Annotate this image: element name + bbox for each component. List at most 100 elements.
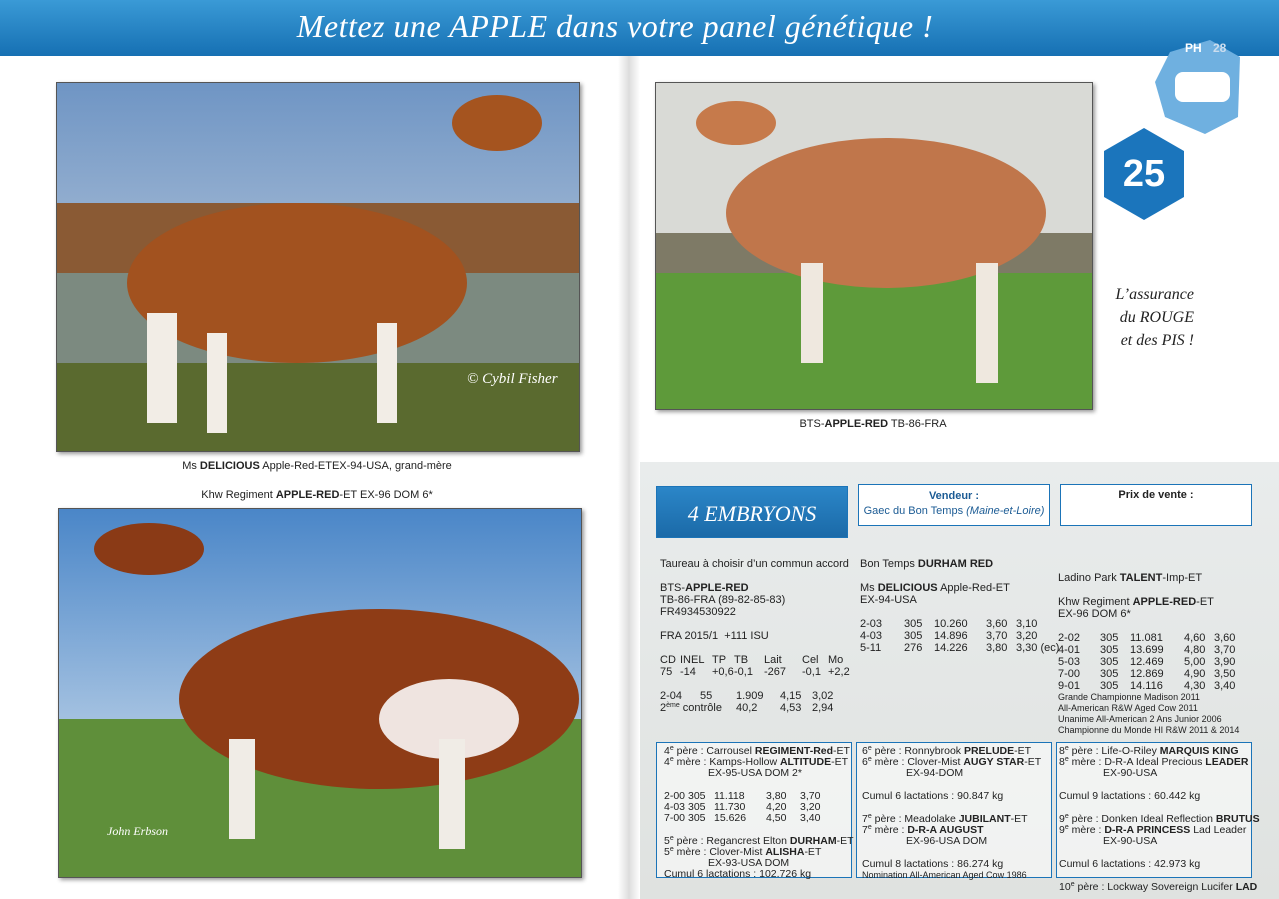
- table-cell: 4,50: [766, 812, 787, 824]
- table-cell: 3,40: [800, 812, 821, 824]
- table-cell: 305: [1100, 680, 1119, 692]
- text: père : Life-O-Riley: [1068, 745, 1160, 757]
- text-line: 5e père : Regancrest Elton DURHAM-ET: [664, 835, 854, 847]
- bold-text: DURHAM: [789, 835, 837, 847]
- text: FRA 2015/1 +111 ISU: [660, 630, 769, 642]
- table-cell: 2-00: [664, 790, 686, 802]
- superscript: e: [1064, 813, 1069, 820]
- table-row: 7-00 305 15.626 4,50 3,40: [664, 813, 854, 824]
- text-line: EX-96-USA DOM: [862, 836, 1052, 847]
- table-cell: 4,15: [780, 690, 802, 702]
- table-cell: 2ème contrôle: [660, 702, 736, 714]
- table-cell: 305: [688, 812, 706, 824]
- text: EX-94-USA: [860, 594, 917, 606]
- lot-badge: 25: [1104, 128, 1184, 220]
- text: Cumul 8 lactations : 86.274 kg: [862, 858, 1004, 870]
- text-line: EX-94-DOM: [862, 768, 1052, 779]
- table-cell: 5,00: [1184, 656, 1206, 668]
- text: Cumul 6 lactations : 42.973 kg: [1059, 858, 1201, 870]
- photo-credit: John Erbson: [107, 824, 168, 838]
- table-cell: 3,70: [1214, 644, 1236, 656]
- text: mère : Kamps-Hollow: [673, 756, 780, 768]
- superscript: e: [1064, 824, 1069, 831]
- photo-grandmother: © Cybil Fisher: [56, 82, 580, 452]
- table-row: 2-04 55 1.909 4,15 3,02: [660, 690, 855, 702]
- text-line: Ladino Park TALENT-Imp-ET: [1058, 572, 1258, 584]
- table-cell: 3,50: [1214, 668, 1236, 680]
- table-row: 4-03 305 14.896 3,70 3,20: [860, 630, 1055, 642]
- bold-text: PRELUDE: [963, 745, 1015, 757]
- table-cell: -267: [764, 666, 787, 678]
- text: -ET: [804, 846, 822, 858]
- seller-box: Vendeur : Gaec du Bon Temps (Maine-et-Loi…: [858, 484, 1050, 526]
- photo-mother: John Erbson: [58, 508, 582, 878]
- table-cell: 1.909: [736, 690, 764, 702]
- text-line: TB-86-FRA (89-82-85-83): [660, 594, 855, 606]
- table-row: 5-03 305 12.469 5,00 3,90: [1058, 656, 1258, 668]
- text-line: Cumul 6 lactations : 90.847 kg: [862, 791, 1052, 802]
- table-cell: 7-00: [664, 812, 686, 824]
- superscript: e: [1064, 745, 1069, 752]
- page-title: Mettez une APPLE dans votre panel généti…: [296, 8, 934, 44]
- superscript: e: [669, 835, 674, 842]
- superscript: e: [867, 756, 872, 763]
- bold-text: APPLE-RED: [1132, 596, 1197, 608]
- bold-text: MARQUIS KING: [1159, 745, 1239, 757]
- text: -ET: [1196, 596, 1214, 608]
- table-cell: -14: [680, 666, 696, 678]
- bold-text: DELICIOUS: [877, 582, 938, 594]
- superscript: e: [867, 824, 872, 831]
- text-line: All-American R&W Aged Cow 2011: [1058, 703, 1258, 714]
- bold-text: BRUTUS: [1215, 813, 1260, 825]
- table-cell: 10.260: [934, 618, 968, 630]
- text-line: EX-93-USA DOM: [664, 858, 854, 869]
- text: 7: [862, 824, 868, 836]
- text: 5: [664, 835, 670, 847]
- table-cell: CD: [660, 654, 676, 666]
- text-line: Vendeur :: [859, 489, 1049, 504]
- page-number: 28: [1213, 41, 1227, 55]
- text: BTS-: [799, 418, 825, 430]
- table-cell: 3,90: [1214, 656, 1236, 668]
- text: -ET: [833, 745, 850, 757]
- table-cell: 4,30: [1184, 680, 1206, 692]
- table-row: 4-03 305 11.730 4,20 3,20: [664, 802, 854, 813]
- tagline-line: du ROUGE: [1119, 309, 1194, 326]
- text-line: Khw Regiment APPLE-RED-ET: [1058, 596, 1258, 608]
- pedigree-box: [1056, 742, 1252, 878]
- dam-sire-column: Bon Temps DURHAM RED Ms DELICIOUS Apple-R…: [860, 558, 1059, 654]
- bold-text: APPLE-RED: [685, 582, 749, 594]
- table-cell: Mo: [828, 654, 844, 666]
- caption: Ms DELICIOUS Apple-Red-ETEX-94-USA, gran…: [56, 460, 578, 472]
- text: FR4934530922: [660, 606, 736, 618]
- bold-text: DURHAM RED: [917, 558, 994, 570]
- text-line: 9e père : Donken Ideal Reflection BRUTUS: [1059, 813, 1260, 825]
- table-cell: 4-03: [664, 801, 686, 813]
- text-line: 10e père : Lockway Sovereign Lucifer LAD: [1059, 881, 1257, 893]
- text: 6: [862, 756, 868, 768]
- text: Nomination All-American Aged Cow 1986: [862, 870, 1027, 880]
- table-cell: 2-02: [1058, 632, 1081, 644]
- superscript: e: [669, 745, 674, 752]
- text: EX-90-USA: [1103, 767, 1158, 779]
- table-cell: +0,6: [712, 666, 734, 678]
- text: père : Donken Ideal Reflection: [1068, 813, 1216, 825]
- text-line: EX-90-USA: [1059, 836, 1253, 847]
- table-cell: 3,80: [986, 642, 1008, 654]
- text: mère : D-R-A Ideal Precious: [1068, 756, 1206, 768]
- table-cell: 3,20: [1016, 630, 1038, 642]
- text: TB-86-FRA (89-82-85-83): [660, 594, 786, 606]
- text: -ET: [831, 756, 849, 768]
- text-line: Gaec du Bon Temps (Maine-et-Loire): [859, 504, 1049, 519]
- bold-text: D-R-A PRINCESS: [1104, 824, 1191, 836]
- table-row: 9-01 305 14.116 4,30 3,40: [1058, 680, 1258, 692]
- pedigree-box: [656, 742, 852, 878]
- text: père : Ronnybrook: [871, 745, 964, 757]
- table-cell: -0,1: [802, 666, 821, 678]
- text-line: EX-90-USA: [1059, 768, 1253, 779]
- text-line: FR4934530922: [660, 606, 855, 618]
- text-line: 4e mère : Kamps-Hollow ALTITUDE-ET: [664, 756, 854, 768]
- text: mère : Clover-Mist: [871, 756, 964, 768]
- text: Taureau à choisir d’un commun accord: [660, 558, 849, 570]
